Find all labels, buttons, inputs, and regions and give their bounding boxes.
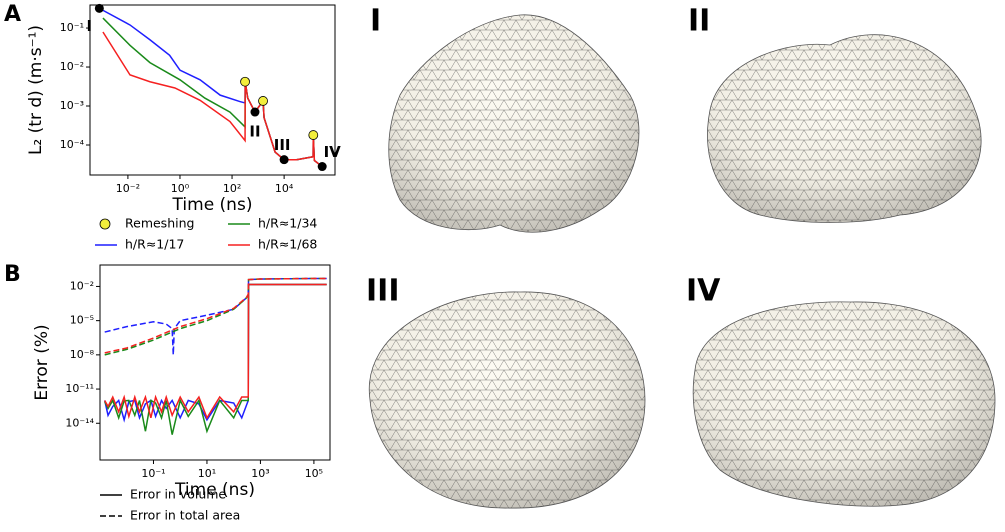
x-tick-label: 10⁻² xyxy=(116,182,140,195)
data-line xyxy=(103,283,327,423)
y-axis-label: L₂ (tr d) (m·s⁻¹) xyxy=(26,25,46,155)
state-marker xyxy=(250,107,260,117)
x-tick-label: 10⁰ xyxy=(171,182,190,195)
plot-area xyxy=(103,277,327,435)
x-tick-label: 10¹ xyxy=(198,467,216,480)
shape-label: II xyxy=(688,4,710,39)
plot-frame xyxy=(89,4,336,176)
mesh-shape xyxy=(388,14,640,233)
y-axis-label: Error (%) xyxy=(32,324,52,400)
legend-label: h/R≈1/34 xyxy=(258,216,317,231)
y-tick-label: 10⁻¹⁴ xyxy=(65,416,94,429)
x-tick-label: 10⁻¹ xyxy=(141,467,165,480)
legend-marker xyxy=(99,218,111,230)
y-tick-label: 10⁻⁸ xyxy=(70,348,95,361)
x-tick-label: 10² xyxy=(223,182,241,195)
x-tick-label: 10⁴ xyxy=(275,182,294,195)
legend-label: Remeshing xyxy=(125,216,194,231)
data-line xyxy=(104,283,327,420)
y-tick-label: 10⁻² xyxy=(70,279,94,292)
mesh-shape xyxy=(692,301,996,507)
state-label: I xyxy=(87,17,93,35)
state-marker xyxy=(94,3,104,13)
data-line xyxy=(104,277,327,355)
state-label: II xyxy=(249,123,260,141)
panel-label: B xyxy=(4,262,21,287)
x-tick-label: 10³ xyxy=(251,467,269,480)
x-tick-label: 10⁵ xyxy=(305,467,323,480)
mesh-shape xyxy=(368,291,646,509)
y-tick-label: 10⁻³ xyxy=(60,99,84,112)
remesh-marker xyxy=(258,96,268,106)
shape-label: IV xyxy=(686,274,721,309)
legend-label: h/R≈1/17 xyxy=(125,237,184,252)
shape-label: I xyxy=(370,4,381,39)
mesh-shape xyxy=(707,34,982,223)
state-label: III xyxy=(274,136,291,154)
y-tick-label: 10⁻¹ xyxy=(60,21,84,34)
y-tick-label: 10⁻¹¹ xyxy=(65,382,94,395)
state-marker xyxy=(279,155,289,165)
panel-label: A xyxy=(4,2,21,27)
data-line xyxy=(104,277,327,356)
plot-frame xyxy=(99,264,331,461)
shape-label: III xyxy=(366,274,400,309)
y-tick-label: 10⁻⁵ xyxy=(70,314,94,327)
x-axis-label: Time (ns) xyxy=(174,480,255,500)
remesh-marker xyxy=(308,130,319,140)
remesh-marker xyxy=(240,76,250,87)
data-line xyxy=(104,277,327,354)
mesh-shapes xyxy=(368,14,996,509)
y-tick-label: 10⁻⁴ xyxy=(60,138,85,151)
legend-label: h/R≈1/68 xyxy=(258,237,317,252)
y-tick-label: 10⁻² xyxy=(60,60,84,73)
x-axis-label: Time (ns) xyxy=(172,195,253,215)
state-marker xyxy=(317,162,327,172)
state-label: IV xyxy=(324,143,342,161)
legend-label: Error in volume xyxy=(130,487,226,502)
data-line xyxy=(104,283,327,435)
legend-label: Error in total area xyxy=(130,508,240,523)
